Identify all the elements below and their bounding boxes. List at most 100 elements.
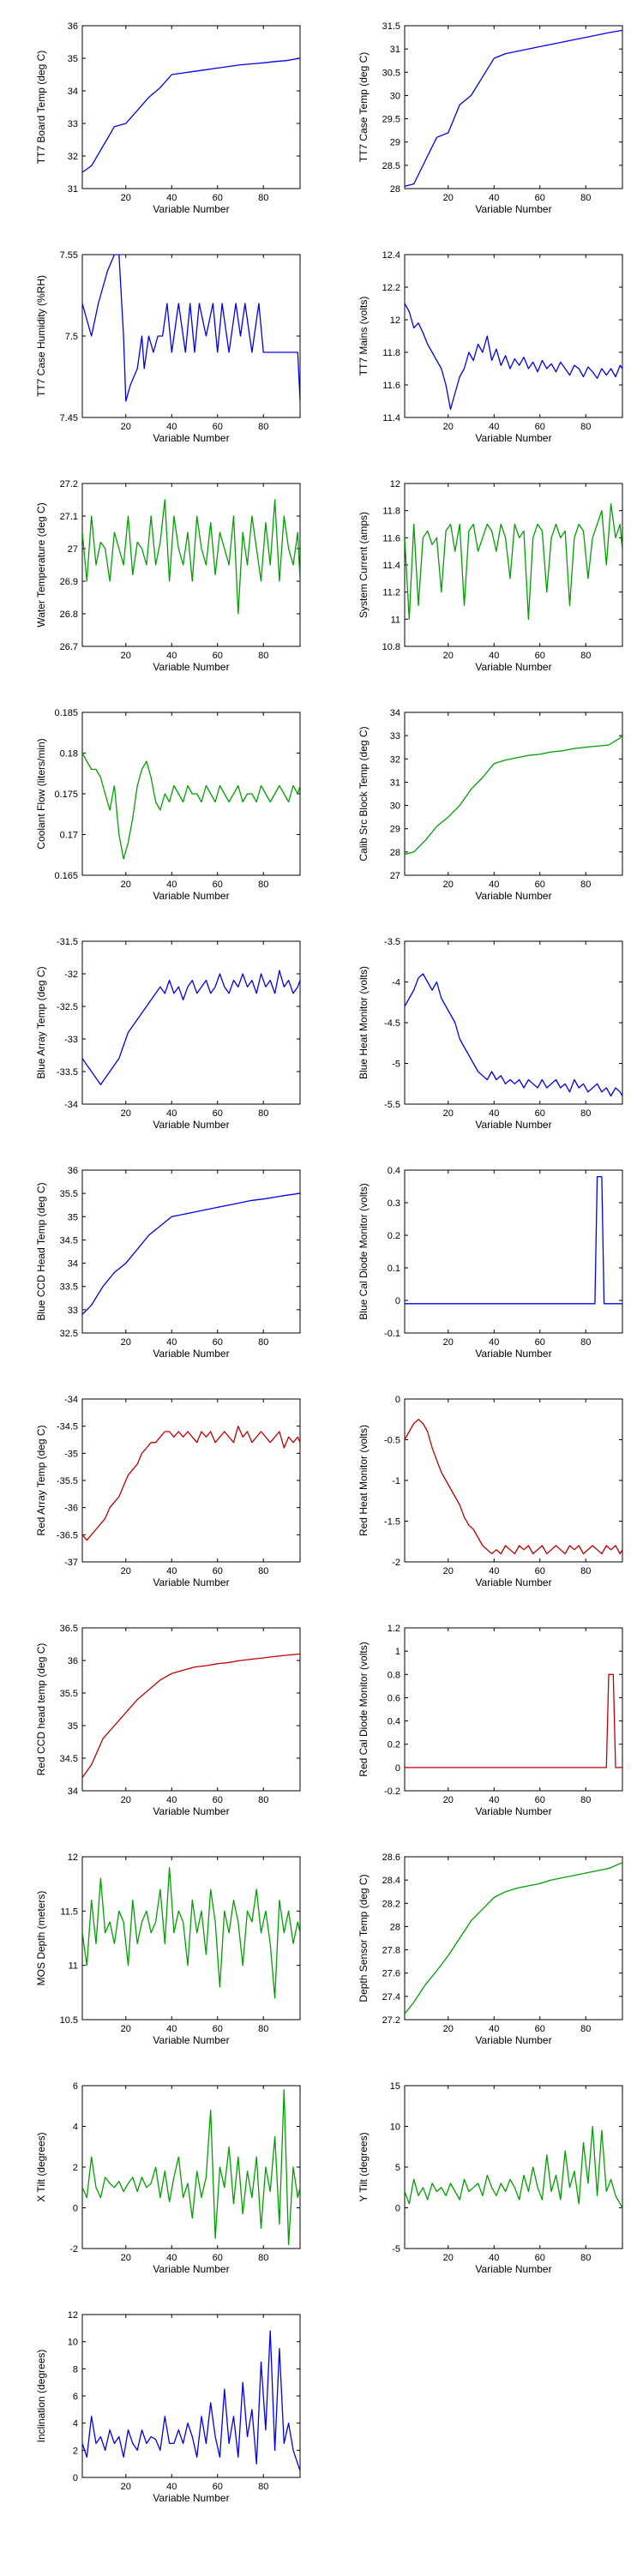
x-tick-label: 60 xyxy=(213,1566,223,1576)
x-tick-label: 80 xyxy=(258,1795,268,1805)
y-tick-label: 11.4 xyxy=(382,413,400,423)
y-tick-label: 31 xyxy=(390,45,400,55)
x-tick-label: 80 xyxy=(258,2253,268,2263)
plot-frame xyxy=(81,254,301,418)
chart-panel: 34 34.5 35 35.5 36 36.5 20 40 60 80 Variable Numbe… xyxy=(35,1624,301,1817)
plot-frame xyxy=(404,940,623,1105)
y-tick-label: -34 xyxy=(64,1100,78,1110)
y-tick-label: 6 xyxy=(73,2392,78,2402)
y-tick-label: 0.4 xyxy=(388,1166,400,1176)
x-axis-label: Variable Number xyxy=(475,2034,551,2046)
y-tick-label: 4 xyxy=(73,2419,78,2429)
y-tick-label: 34 xyxy=(390,708,400,718)
y-axis-label: Red Heat Monitor (volts) xyxy=(358,1425,370,1536)
chart-panel: -37 -36.5 -36 -35.5 -35 -34.5 -34 20 40 60 80 Varia… xyxy=(35,1395,301,1588)
plot-frame xyxy=(404,25,623,189)
y-tick-label: 26.7 xyxy=(60,642,78,652)
plot-frame xyxy=(404,1627,623,1792)
y-tick-label: 32 xyxy=(390,754,400,765)
x-axis-label: Variable Number xyxy=(153,2492,229,2504)
x-tick-label: 80 xyxy=(580,1108,591,1119)
x-tick-label: 20 xyxy=(121,1108,131,1119)
y-axis-label: Blue Cal Diode Monitor (volts) xyxy=(358,1183,370,1319)
y-tick-label: 36 xyxy=(68,1656,78,1666)
x-tick-label: 40 xyxy=(166,2253,177,2263)
x-tick-label: 60 xyxy=(535,1337,545,1348)
y-tick-label: 10 xyxy=(390,2123,400,2133)
y-tick-label: 27.2 xyxy=(382,2015,400,2026)
series-line xyxy=(82,2089,300,2245)
series-line xyxy=(82,1867,300,1999)
plot-frame xyxy=(404,1398,623,1563)
y-tick-label: 5 xyxy=(395,2163,400,2173)
y-tick-label: 29 xyxy=(390,138,400,148)
y-tick-label: 0.175 xyxy=(54,790,78,800)
series-line xyxy=(405,735,622,856)
y-tick-label: 28.4 xyxy=(382,1876,400,1886)
y-tick-label: 1.2 xyxy=(388,1624,400,1634)
x-tick-label: 80 xyxy=(580,422,591,432)
y-tick-label: 0.2 xyxy=(388,1740,400,1750)
x-tick-label: 60 xyxy=(535,651,545,661)
y-tick-label: 0.18 xyxy=(60,749,78,760)
chart-panel: 11.4 11.6 11.8 12 12.2 12.4 20 40 60 80 Variable N… xyxy=(358,250,623,444)
y-tick-label: -0.1 xyxy=(384,1329,400,1339)
y-tick-label: 12.2 xyxy=(382,283,400,293)
x-tick-label: 60 xyxy=(213,422,223,432)
x-tick-label: 80 xyxy=(580,1337,591,1348)
y-axis-label: Blue Array Temp (deg C) xyxy=(35,966,47,1078)
x-tick-label: 80 xyxy=(258,1337,268,1348)
series-line xyxy=(82,1426,300,1541)
y-tick-label: -4 xyxy=(392,978,400,988)
y-tick-label: 34 xyxy=(68,87,78,97)
y-tick-label: 31 xyxy=(390,778,400,788)
y-tick-label: 6 xyxy=(73,2081,78,2092)
y-axis-label: Depth Sensor Temp (deg C) xyxy=(358,1874,370,2002)
x-tick-label: 20 xyxy=(121,651,131,661)
x-axis-label: Variable Number xyxy=(475,1576,551,1588)
series-line xyxy=(82,970,300,1085)
series-line xyxy=(82,753,300,860)
x-tick-label: 20 xyxy=(121,880,131,890)
plot-frame xyxy=(81,1398,301,1563)
series-line xyxy=(82,1653,300,1779)
x-tick-label: 80 xyxy=(580,2253,591,2263)
x-tick-label: 20 xyxy=(443,2253,454,2263)
x-tick-label: 80 xyxy=(580,1795,591,1805)
y-tick-label: 27 xyxy=(68,544,78,555)
x-tick-label: 60 xyxy=(213,2024,223,2034)
plot-frame xyxy=(404,483,623,647)
x-tick-label: 60 xyxy=(535,1108,545,1119)
y-tick-label: 4 xyxy=(73,2123,78,2133)
x-tick-label: 40 xyxy=(489,422,499,432)
x-tick-label: 20 xyxy=(443,1795,454,1805)
chart-panel: 32.5 33 33.5 34 34.5 35 35.5 36 20 40 60 80 Variable… xyxy=(35,1166,301,1360)
x-tick-label: 40 xyxy=(166,1337,177,1348)
y-tick-label: 0.6 xyxy=(388,1693,400,1703)
y-axis-label: Red Array Temp (deg C) xyxy=(35,1425,47,1535)
y-tick-label: 35 xyxy=(68,54,78,64)
y-tick-label: 32.5 xyxy=(60,1329,78,1339)
y-axis-label: Water Temperature (deg C) xyxy=(35,502,47,627)
x-tick-label: 20 xyxy=(121,2482,131,2492)
x-tick-label: 60 xyxy=(535,2024,545,2034)
x-tick-label: 60 xyxy=(535,880,545,890)
y-tick-label: 33 xyxy=(68,1306,78,1316)
y-tick-label: 10.8 xyxy=(382,642,400,652)
x-tick-label: 20 xyxy=(443,1566,454,1576)
y-tick-label: -5 xyxy=(392,1060,400,1070)
series-line xyxy=(82,499,300,615)
y-tick-label: 11 xyxy=(69,1961,78,1972)
y-tick-label: 11.8 xyxy=(382,348,400,358)
x-axis-label: Variable Number xyxy=(153,2263,229,2275)
x-axis-label: Variable Number xyxy=(153,890,229,902)
y-tick-label: -2 xyxy=(69,2244,78,2255)
y-tick-label: 0.1 xyxy=(388,1264,400,1274)
y-tick-label: 26.8 xyxy=(60,609,78,620)
plot-frame xyxy=(81,25,301,189)
y-tick-label: 30.5 xyxy=(382,68,400,78)
y-tick-label: 27.2 xyxy=(60,479,78,489)
x-axis-label: Variable Number xyxy=(475,890,551,902)
